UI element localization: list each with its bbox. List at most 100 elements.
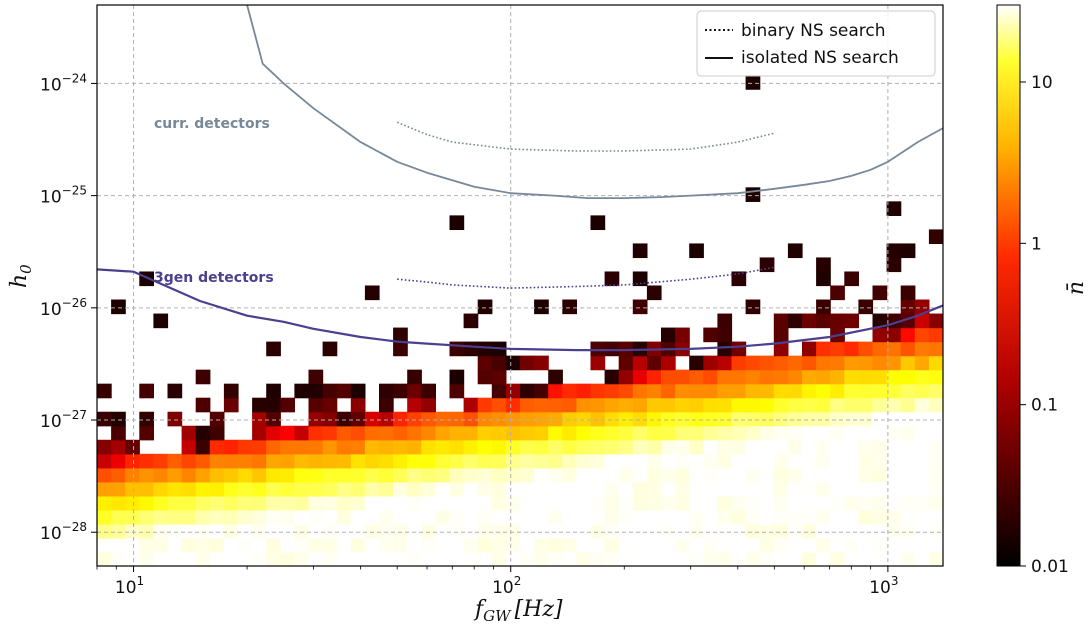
heatmap-cell [379, 383, 394, 399]
heatmap-cell [886, 369, 902, 385]
heatmap-cell [153, 537, 169, 553]
heatmap-cell [661, 327, 676, 343]
heatmap-cell [407, 509, 422, 525]
heatmap-cell [139, 383, 154, 399]
heatmap-cell [153, 453, 169, 469]
heatmap-cell [266, 439, 281, 455]
heatmap-cell [195, 537, 211, 553]
heatmap-cell [661, 551, 676, 566]
heatmap-cell [505, 523, 521, 539]
heatmap-cell [252, 411, 267, 427]
heatmap-cell [717, 509, 733, 525]
annotation-curr-detectors: curr. detectors [154, 116, 270, 132]
heatmap-cell [350, 537, 366, 553]
heatmap-cell [505, 397, 521, 413]
heatmap-cell [830, 355, 845, 371]
heatmap-cell [534, 299, 549, 315]
heatmap-cell [548, 411, 563, 427]
heatmap [97, 75, 943, 566]
heatmap-cell [844, 467, 859, 483]
heatmap-cell [463, 537, 479, 553]
heatmap-cell [844, 369, 859, 385]
annotation-3gen-detectors: 3gen detectors [154, 270, 274, 286]
heatmap-cell [914, 523, 930, 539]
heatmap-cell [252, 551, 267, 566]
heatmap-cell [266, 509, 281, 525]
heatmap-cell [900, 369, 916, 385]
heatmap-cell [689, 481, 704, 497]
heatmap-cell [816, 439, 831, 455]
heatmap-cell [914, 383, 930, 399]
heatmap-cell [703, 537, 718, 553]
heatmap-cell [844, 397, 859, 413]
heatmap-cell [223, 537, 239, 553]
heatmap-cell [914, 299, 930, 315]
heatmap-cell [350, 411, 366, 427]
heatmap-cell [520, 383, 535, 399]
heatmap-cell [477, 299, 493, 315]
heatmap-cell [435, 551, 451, 566]
heatmap-cell [872, 481, 888, 497]
heatmap-cell [195, 439, 211, 455]
heatmap-cell [914, 313, 930, 329]
heatmap-cell [646, 467, 662, 483]
heatmap-cell [844, 425, 859, 441]
heatmap-cell [830, 369, 845, 385]
heatmap-cell [914, 355, 930, 371]
heatmap-cell [830, 439, 845, 455]
heatmap-cell [914, 341, 930, 357]
heatmap-cell [294, 495, 310, 511]
heatmap-cell [632, 369, 648, 385]
heatmap-cell [534, 551, 549, 566]
heatmap-cell [773, 313, 789, 329]
heatmap-cell [576, 551, 592, 566]
heatmap-cell [844, 495, 859, 511]
heatmap-cell [266, 453, 281, 469]
heatmap-cell [661, 355, 676, 371]
heatmap-cell [928, 369, 943, 385]
heatmap-cell [830, 495, 845, 511]
heatmap-cell [745, 75, 761, 90]
heatmap-cell [787, 481, 803, 497]
heatmap-cell [322, 551, 338, 566]
heatmap-cell [534, 495, 549, 511]
heatmap-cell [280, 537, 295, 553]
heatmap-cell [886, 355, 902, 371]
heatmap-cell [731, 523, 747, 539]
heatmap-cell [900, 509, 916, 525]
heatmap-cell [717, 467, 733, 483]
heatmap-cell [505, 439, 521, 455]
heatmap-cell [590, 495, 606, 511]
heatmap-cell [830, 467, 845, 483]
heatmap-cell [280, 495, 295, 511]
heatmap-cell [407, 551, 422, 566]
heatmap-cell [238, 509, 253, 525]
heatmap-cell [364, 495, 380, 511]
heatmap-cell [407, 439, 422, 455]
heatmap-cell [534, 411, 549, 427]
heatmap-cell [463, 341, 479, 357]
heatmap-cell [167, 551, 183, 566]
heatmap-cell [816, 537, 831, 553]
heatmap-cell [435, 411, 451, 427]
heatmap-cell [830, 341, 845, 357]
heatmap-cell [252, 439, 267, 455]
heatmap-cell [900, 355, 916, 371]
heatmap-cell [590, 523, 606, 539]
heatmap-cell [379, 551, 394, 566]
heatmap-cell [463, 467, 479, 483]
heatmap-cell [802, 313, 817, 329]
heatmap-cell [646, 369, 662, 385]
heatmap-cell [520, 537, 535, 553]
heatmap-cell [731, 453, 747, 469]
heatmap-cell [900, 467, 916, 483]
heatmap-cell [618, 509, 634, 525]
heatmap-cell [802, 425, 817, 441]
heatmap-cell [421, 509, 436, 525]
heatmap-cell [548, 551, 563, 566]
heatmap-cell [449, 453, 465, 469]
heatmap-cell [505, 383, 521, 399]
heatmap-cell [209, 509, 225, 525]
x-axis: 101 102 103 [96, 566, 899, 598]
heatmap-cell [590, 425, 606, 441]
